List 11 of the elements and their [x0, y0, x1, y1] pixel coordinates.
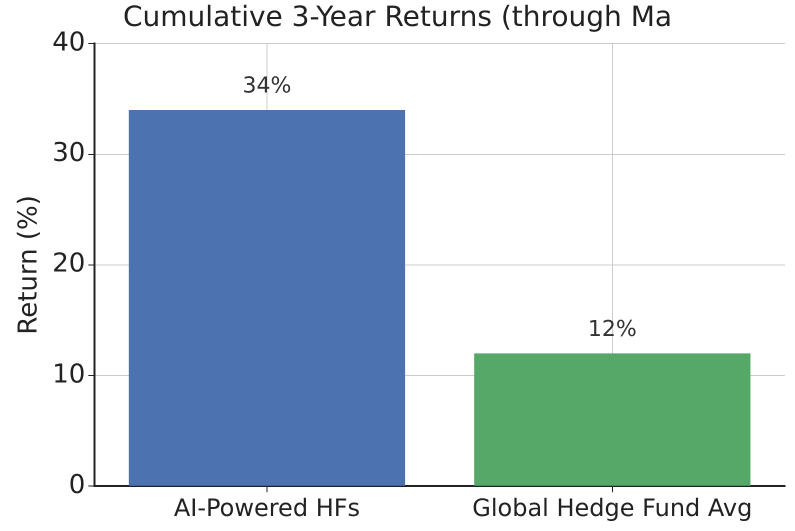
- y-tick-label: 20: [52, 248, 86, 279]
- y-tick-label: 40: [52, 27, 86, 58]
- y-tick-label: 30: [52, 138, 86, 168]
- y-axis-title: Return (%): [13, 195, 44, 335]
- data-label: 34%: [242, 74, 292, 99]
- chart-title: Cumulative 3-Year Returns (through Ma: [122, 0, 672, 34]
- data-label: 12%: [588, 317, 637, 342]
- x-tick-label: AI-Powered HFs: [174, 494, 360, 522]
- y-tick-label: 0: [68, 470, 86, 500]
- x-tick-label: Global Hedge Fund Avg: [472, 494, 752, 522]
- y-tick-label: 10: [52, 359, 86, 390]
